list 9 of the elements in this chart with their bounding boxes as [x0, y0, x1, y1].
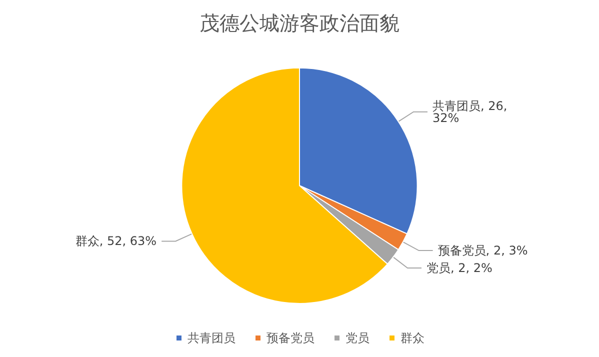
legend-label: 群众 [400, 331, 424, 345]
data-label: 群众, 52, 63% [75, 234, 157, 248]
data-label: 共青团员, 26, 32% [432, 98, 512, 125]
data-label: 党员, 2, 2% [426, 260, 492, 275]
legend-label: 党员 [346, 331, 370, 345]
legend-label: 共青团员 [188, 331, 236, 345]
legend-label: 预备党员 [266, 331, 314, 345]
chart-title: 茂德公城游客政治面貌 [200, 11, 400, 35]
data-label: 预备党员, 2, 3% [438, 244, 528, 258]
